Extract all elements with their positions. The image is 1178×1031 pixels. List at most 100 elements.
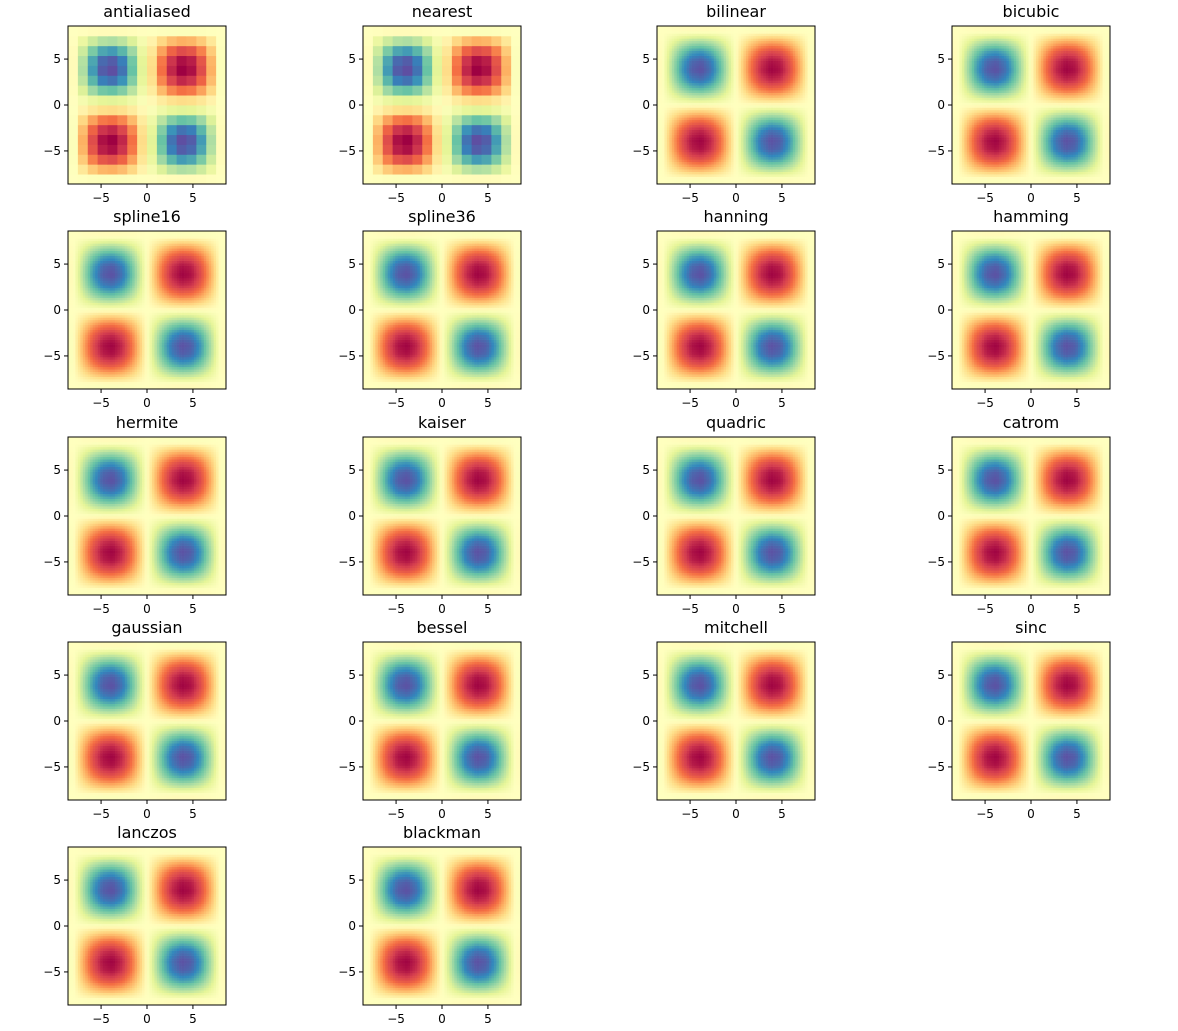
heatmap-cell [127, 95, 137, 105]
heatmap-cell [810, 98, 813, 101]
heatmap-cell [704, 179, 707, 182]
heatmap-cell [798, 115, 801, 118]
heatmap-cell [748, 93, 751, 96]
heatmap-cell [726, 90, 729, 93]
heatmap-cell [662, 149, 665, 152]
heatmap-cell [785, 122, 788, 125]
heatmap-cell [795, 167, 798, 170]
heatmap-cell [452, 85, 462, 95]
heatmap-cell [98, 115, 108, 125]
heatmap-cell [780, 177, 783, 180]
heatmap-cell [803, 147, 806, 150]
heatmap-cell [729, 100, 732, 103]
heatmap-cell [771, 105, 774, 108]
heatmap-cell [664, 110, 667, 113]
heatmap-cell [738, 107, 741, 110]
heatmap-cell [167, 135, 177, 145]
heatmap-cell [721, 110, 724, 113]
heatmap-cell [803, 110, 806, 113]
heatmap-cell [472, 115, 482, 125]
y-tick-label: 0 [53, 98, 61, 112]
heatmap-cell [383, 115, 393, 125]
heatmap-cell [810, 149, 813, 152]
heatmap-cell [734, 127, 737, 130]
heatmap-cell [664, 177, 667, 180]
heatmap-cell [780, 100, 783, 103]
heatmap-cell [793, 115, 796, 118]
heatmap-cell [726, 93, 729, 96]
heatmap-cell [687, 174, 690, 177]
heatmap-cell [729, 172, 732, 175]
heatmap-cell [662, 172, 665, 175]
heatmap-cell [704, 120, 707, 123]
heatmap-cell [373, 75, 383, 85]
heatmap-cell [803, 125, 806, 128]
heatmap-cell [714, 125, 717, 128]
heatmap-cell [776, 142, 779, 145]
heatmap-cell [692, 177, 695, 180]
heatmap-cell [724, 95, 727, 98]
heatmap-cell [667, 172, 670, 175]
heatmap-cell [78, 105, 88, 115]
heatmap-cell [432, 174, 442, 184]
heatmap-cell [699, 103, 702, 106]
heatmap-cell [187, 56, 197, 66]
heatmap-cell [684, 122, 687, 125]
heatmap-cell [674, 169, 677, 172]
heatmap-cell [751, 132, 754, 135]
heatmap-cell [704, 140, 707, 143]
heatmap-cell [677, 162, 680, 165]
heatmap-cell [689, 95, 692, 98]
heatmap-cell [689, 174, 692, 177]
heatmap-cell [701, 112, 704, 115]
heatmap-cell [697, 164, 700, 167]
heatmap-cell [692, 179, 695, 182]
heatmap-cell [766, 172, 769, 175]
heatmap-cell [780, 137, 783, 140]
heatmap-cell [758, 147, 761, 150]
heatmap-cell [790, 100, 793, 103]
heatmap-cell [761, 110, 764, 113]
heatmap-cell [157, 105, 167, 115]
heatmap-cell [701, 154, 704, 157]
heatmap-cell [734, 115, 737, 118]
heatmap-cell [679, 115, 682, 118]
heatmap-cell [726, 164, 729, 167]
heatmap-cell [756, 100, 759, 103]
heatmap-cell [763, 115, 766, 118]
heatmap-cell [758, 127, 761, 130]
heatmap-cell [800, 177, 803, 180]
heatmap-cell [729, 149, 732, 152]
heatmap-cell [751, 145, 754, 148]
heatmap-cell [798, 147, 801, 150]
heatmap-cell [679, 130, 682, 133]
heatmap-cell [810, 142, 813, 145]
y-tick-label: 5 [53, 52, 61, 66]
heatmap-cell [679, 164, 682, 167]
heatmap-cell [669, 179, 672, 182]
heatmap-cell [711, 127, 714, 130]
heatmap-cell [177, 145, 187, 155]
heatmap-cell [667, 167, 670, 170]
heatmap-cell [68, 66, 78, 76]
heatmap-cell [768, 162, 771, 165]
heatmap-cell [662, 174, 665, 177]
heatmap-cell [753, 154, 756, 157]
heatmap-cell [674, 132, 677, 135]
heatmap-cell [98, 164, 108, 174]
heatmap-cell [768, 167, 771, 170]
heatmap-cell [412, 36, 422, 46]
heatmap-cell [187, 95, 197, 105]
heatmap-cell [714, 149, 717, 152]
heatmap-cell [147, 66, 157, 76]
heatmap-cell [741, 127, 744, 130]
heatmap-cell [751, 122, 754, 125]
heatmap-cell [721, 115, 724, 118]
heatmap-cell [462, 125, 472, 135]
heatmap-cell [778, 98, 781, 101]
heatmap-cell [669, 122, 672, 125]
heatmap-cell [741, 93, 744, 96]
heatmap-cell [659, 132, 662, 135]
heatmap-cell [758, 152, 761, 155]
heatmap-cell [761, 95, 764, 98]
